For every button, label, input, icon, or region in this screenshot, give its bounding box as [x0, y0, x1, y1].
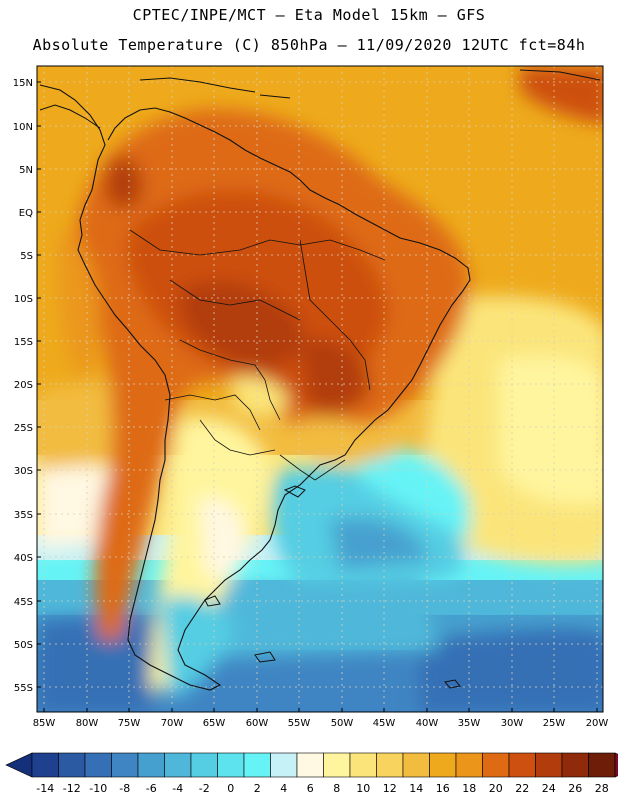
colorbar-label: -8: [119, 782, 130, 795]
lat-label: 25S: [14, 423, 33, 434]
colorbar-swatch: [349, 752, 377, 778]
colorbar-label: -6: [146, 782, 157, 795]
colorbar-label: 8: [333, 782, 340, 795]
lat-label: 30S: [14, 466, 33, 477]
colorbar-swatch: [137, 752, 165, 778]
colorbar-swatch: [270, 752, 298, 778]
lon-label: 40W: [416, 718, 439, 729]
colorbar-swatch: [376, 752, 404, 778]
colorbar-label: 24: [542, 782, 556, 795]
colorbar-label: 16: [436, 782, 450, 795]
lon-label: 50W: [331, 718, 354, 729]
colorbar-label: 12: [383, 782, 397, 795]
colorbar-swatch: [111, 752, 139, 778]
colorbar-swatch: [588, 752, 616, 778]
temperature-map: 15N 10N 5N EQ 5S 10S 15S 20S 25S 30S 35S 40S 45S 50S 5…: [13, 65, 609, 729]
title-line-2: Absolute Temperature (C) 850hPa — 11/09/…: [32, 36, 586, 54]
lat-lon-grid: [37, 66, 603, 712]
colorbar-label: 18: [462, 782, 476, 795]
lon-label: 25W: [543, 718, 566, 729]
lon-label: 75W: [118, 718, 141, 729]
longitude-labels: 85W 80W 75W 70W 65W 60W 55W 50W 45W 40W 35W 30W 25W 2…: [33, 708, 609, 729]
colorbar-swatch: [455, 752, 483, 778]
lat-label: 5N: [19, 165, 33, 176]
colorbar-swatch: [84, 752, 112, 778]
lat-label: 10S: [14, 294, 33, 305]
lon-label: 30W: [501, 718, 524, 729]
lat-label: 5S: [20, 251, 33, 262]
colorbar-swatch: [323, 752, 351, 778]
colorbar-swatch: [508, 752, 536, 778]
colorbar-swatch: [402, 752, 430, 778]
lat-label: EQ: [19, 208, 33, 219]
colorbar-swatch: [535, 752, 563, 778]
colorbar-label: -10: [89, 782, 107, 795]
colorbar-label: 4: [280, 782, 287, 795]
colorbar-label: 14: [409, 782, 423, 795]
colorbar-swatch: [243, 752, 271, 778]
lat-label: 45S: [14, 597, 33, 608]
colorbar-swatch: [296, 752, 324, 778]
colorbar-label: 22: [515, 782, 529, 795]
title-line-1: CPTEC/INPE/MCT — Eta Model 15km — GFS: [132, 6, 486, 24]
lon-label: 35W: [458, 718, 481, 729]
colorbar-high-arrow: [614, 752, 618, 778]
colorbar: -14 -12 -10 -8 -6 -4 -2 0 2 4 6 8 10 12 14 16 18 20 22 24 26…: [5, 752, 618, 795]
lat-label: 35S: [14, 510, 33, 521]
colorbar-label: 6: [307, 782, 314, 795]
colorbar-label: 0: [227, 782, 234, 795]
colorbar-label: 10: [356, 782, 370, 795]
colorbar-swatch: [482, 752, 510, 778]
lon-label: 70W: [161, 718, 184, 729]
lon-label: 85W: [33, 718, 56, 729]
colorbar-label: 26: [568, 782, 582, 795]
lat-label: 15N: [13, 78, 33, 89]
colorbar-label: -14: [36, 782, 54, 795]
colorbar-label: 20: [489, 782, 503, 795]
lat-label: 15S: [14, 337, 33, 348]
lat-label: 10N: [13, 122, 33, 133]
colorbar-swatch: [58, 752, 86, 778]
lat-label: 20S: [14, 380, 33, 391]
colorbar-label: 28: [595, 782, 609, 795]
colorbar-low-arrow: [5, 752, 33, 778]
colorbar-label: 2: [254, 782, 261, 795]
lon-label: 20W: [586, 718, 609, 729]
colorbar-swatch: [164, 752, 192, 778]
map-frame: [36, 65, 604, 713]
lon-label: 65W: [203, 718, 226, 729]
colorbar-label: -12: [63, 782, 81, 795]
temperature-field: [37, 66, 603, 712]
colorbar-swatch: [429, 752, 457, 778]
lon-label: 60W: [246, 718, 269, 729]
country-borders: [129, 229, 386, 481]
colorbar-swatch: [217, 752, 245, 778]
colorbar-swatch: [190, 752, 218, 778]
lon-label: 45W: [373, 718, 396, 729]
coastline: [39, 84, 471, 691]
colorbar-swatch: [31, 752, 59, 778]
colorbar-label: -4: [172, 782, 183, 795]
lat-label: 55S: [14, 683, 33, 694]
colorbar-label: -2: [199, 782, 210, 795]
lon-label: 80W: [76, 718, 99, 729]
lat-label: 40S: [14, 553, 33, 564]
lat-label: 50S: [14, 640, 33, 651]
colorbar-swatch: [561, 752, 589, 778]
lon-label: 55W: [288, 718, 311, 729]
latitude-labels: 15N 10N 5N EQ 5S 10S 15S 20S 25S 30S 35S 40S 45S 50S 5…: [13, 78, 41, 694]
